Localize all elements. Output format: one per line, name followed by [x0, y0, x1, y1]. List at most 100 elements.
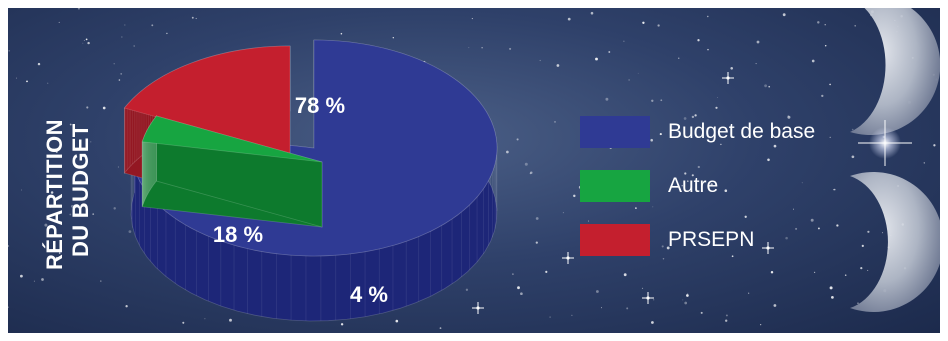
star [55, 150, 58, 153]
star [571, 314, 573, 317]
star [128, 230, 132, 233]
sparkle [722, 72, 734, 84]
star [567, 17, 571, 21]
star [601, 307, 603, 309]
star [118, 79, 121, 81]
star [725, 314, 728, 317]
star [833, 188, 836, 191]
star [829, 286, 833, 290]
pie-slice-autre [141, 114, 323, 228]
star [113, 207, 116, 210]
star [151, 24, 154, 27]
star [87, 41, 90, 45]
star [100, 280, 102, 282]
star [626, 307, 629, 310]
star [817, 21, 820, 24]
slice-top-face [123, 45, 291, 155]
star [303, 101, 305, 103]
star [767, 158, 770, 162]
star [588, 220, 589, 222]
star [824, 44, 827, 47]
slice-top-face [141, 115, 323, 163]
star [666, 246, 670, 250]
star [590, 11, 594, 15]
star [628, 79, 630, 81]
star [44, 223, 48, 227]
star [573, 194, 576, 198]
star [535, 217, 539, 220]
star [801, 182, 803, 184]
chart-frame: RÉPARTITION DU BUDGET 78 % 4 % 18 % Budget… [8, 8, 940, 333]
sparkle [642, 292, 654, 304]
star [810, 218, 814, 222]
star [851, 128, 854, 131]
star [867, 230, 870, 233]
star [623, 40, 625, 42]
star [539, 59, 541, 62]
star [26, 80, 28, 83]
star [637, 72, 639, 74]
legend-item-prsepn: PRSEPN [580, 224, 815, 256]
star [41, 278, 44, 281]
star [829, 136, 831, 139]
star [90, 141, 92, 143]
star [195, 17, 197, 20]
star [824, 24, 826, 26]
star [20, 274, 23, 278]
star [770, 271, 774, 274]
star [229, 318, 232, 322]
star [836, 224, 839, 227]
sparkle [472, 302, 484, 314]
star [635, 207, 637, 209]
star [595, 290, 599, 293]
star [125, 305, 128, 308]
star [881, 232, 884, 234]
star [556, 64, 560, 67]
star [79, 139, 81, 141]
star [530, 171, 533, 174]
chart-legend: Budget de base Autre PRSEPN [580, 116, 815, 278]
star [684, 172, 687, 175]
star [683, 117, 687, 120]
star [700, 311, 703, 314]
star [37, 62, 41, 66]
star [512, 273, 514, 275]
star [724, 189, 728, 192]
sparkle [562, 252, 574, 264]
star [549, 316, 551, 318]
star [113, 63, 115, 65]
star [554, 121, 556, 123]
star [867, 269, 869, 271]
star [813, 271, 816, 274]
star [817, 227, 820, 230]
star [517, 286, 520, 290]
star [15, 77, 17, 79]
star [660, 99, 663, 102]
star [8, 245, 10, 247]
star [773, 304, 777, 307]
star [471, 18, 473, 20]
star [933, 144, 936, 147]
star [659, 133, 662, 136]
star [506, 150, 509, 154]
star [77, 8, 80, 10]
bright-star [858, 120, 912, 166]
legend-label: Budget de base [668, 120, 816, 143]
star [681, 185, 683, 187]
star [720, 143, 722, 146]
star [562, 212, 564, 214]
star [923, 162, 925, 164]
star [650, 138, 653, 142]
star [725, 319, 728, 322]
star [716, 97, 718, 98]
star [70, 204, 74, 208]
star [545, 270, 548, 273]
star [439, 327, 442, 329]
star [21, 189, 22, 191]
star [86, 106, 89, 109]
star [69, 123, 72, 126]
star [55, 256, 58, 260]
star [651, 321, 654, 324]
slice-value-label: 18 % [213, 222, 263, 247]
star [730, 67, 733, 70]
